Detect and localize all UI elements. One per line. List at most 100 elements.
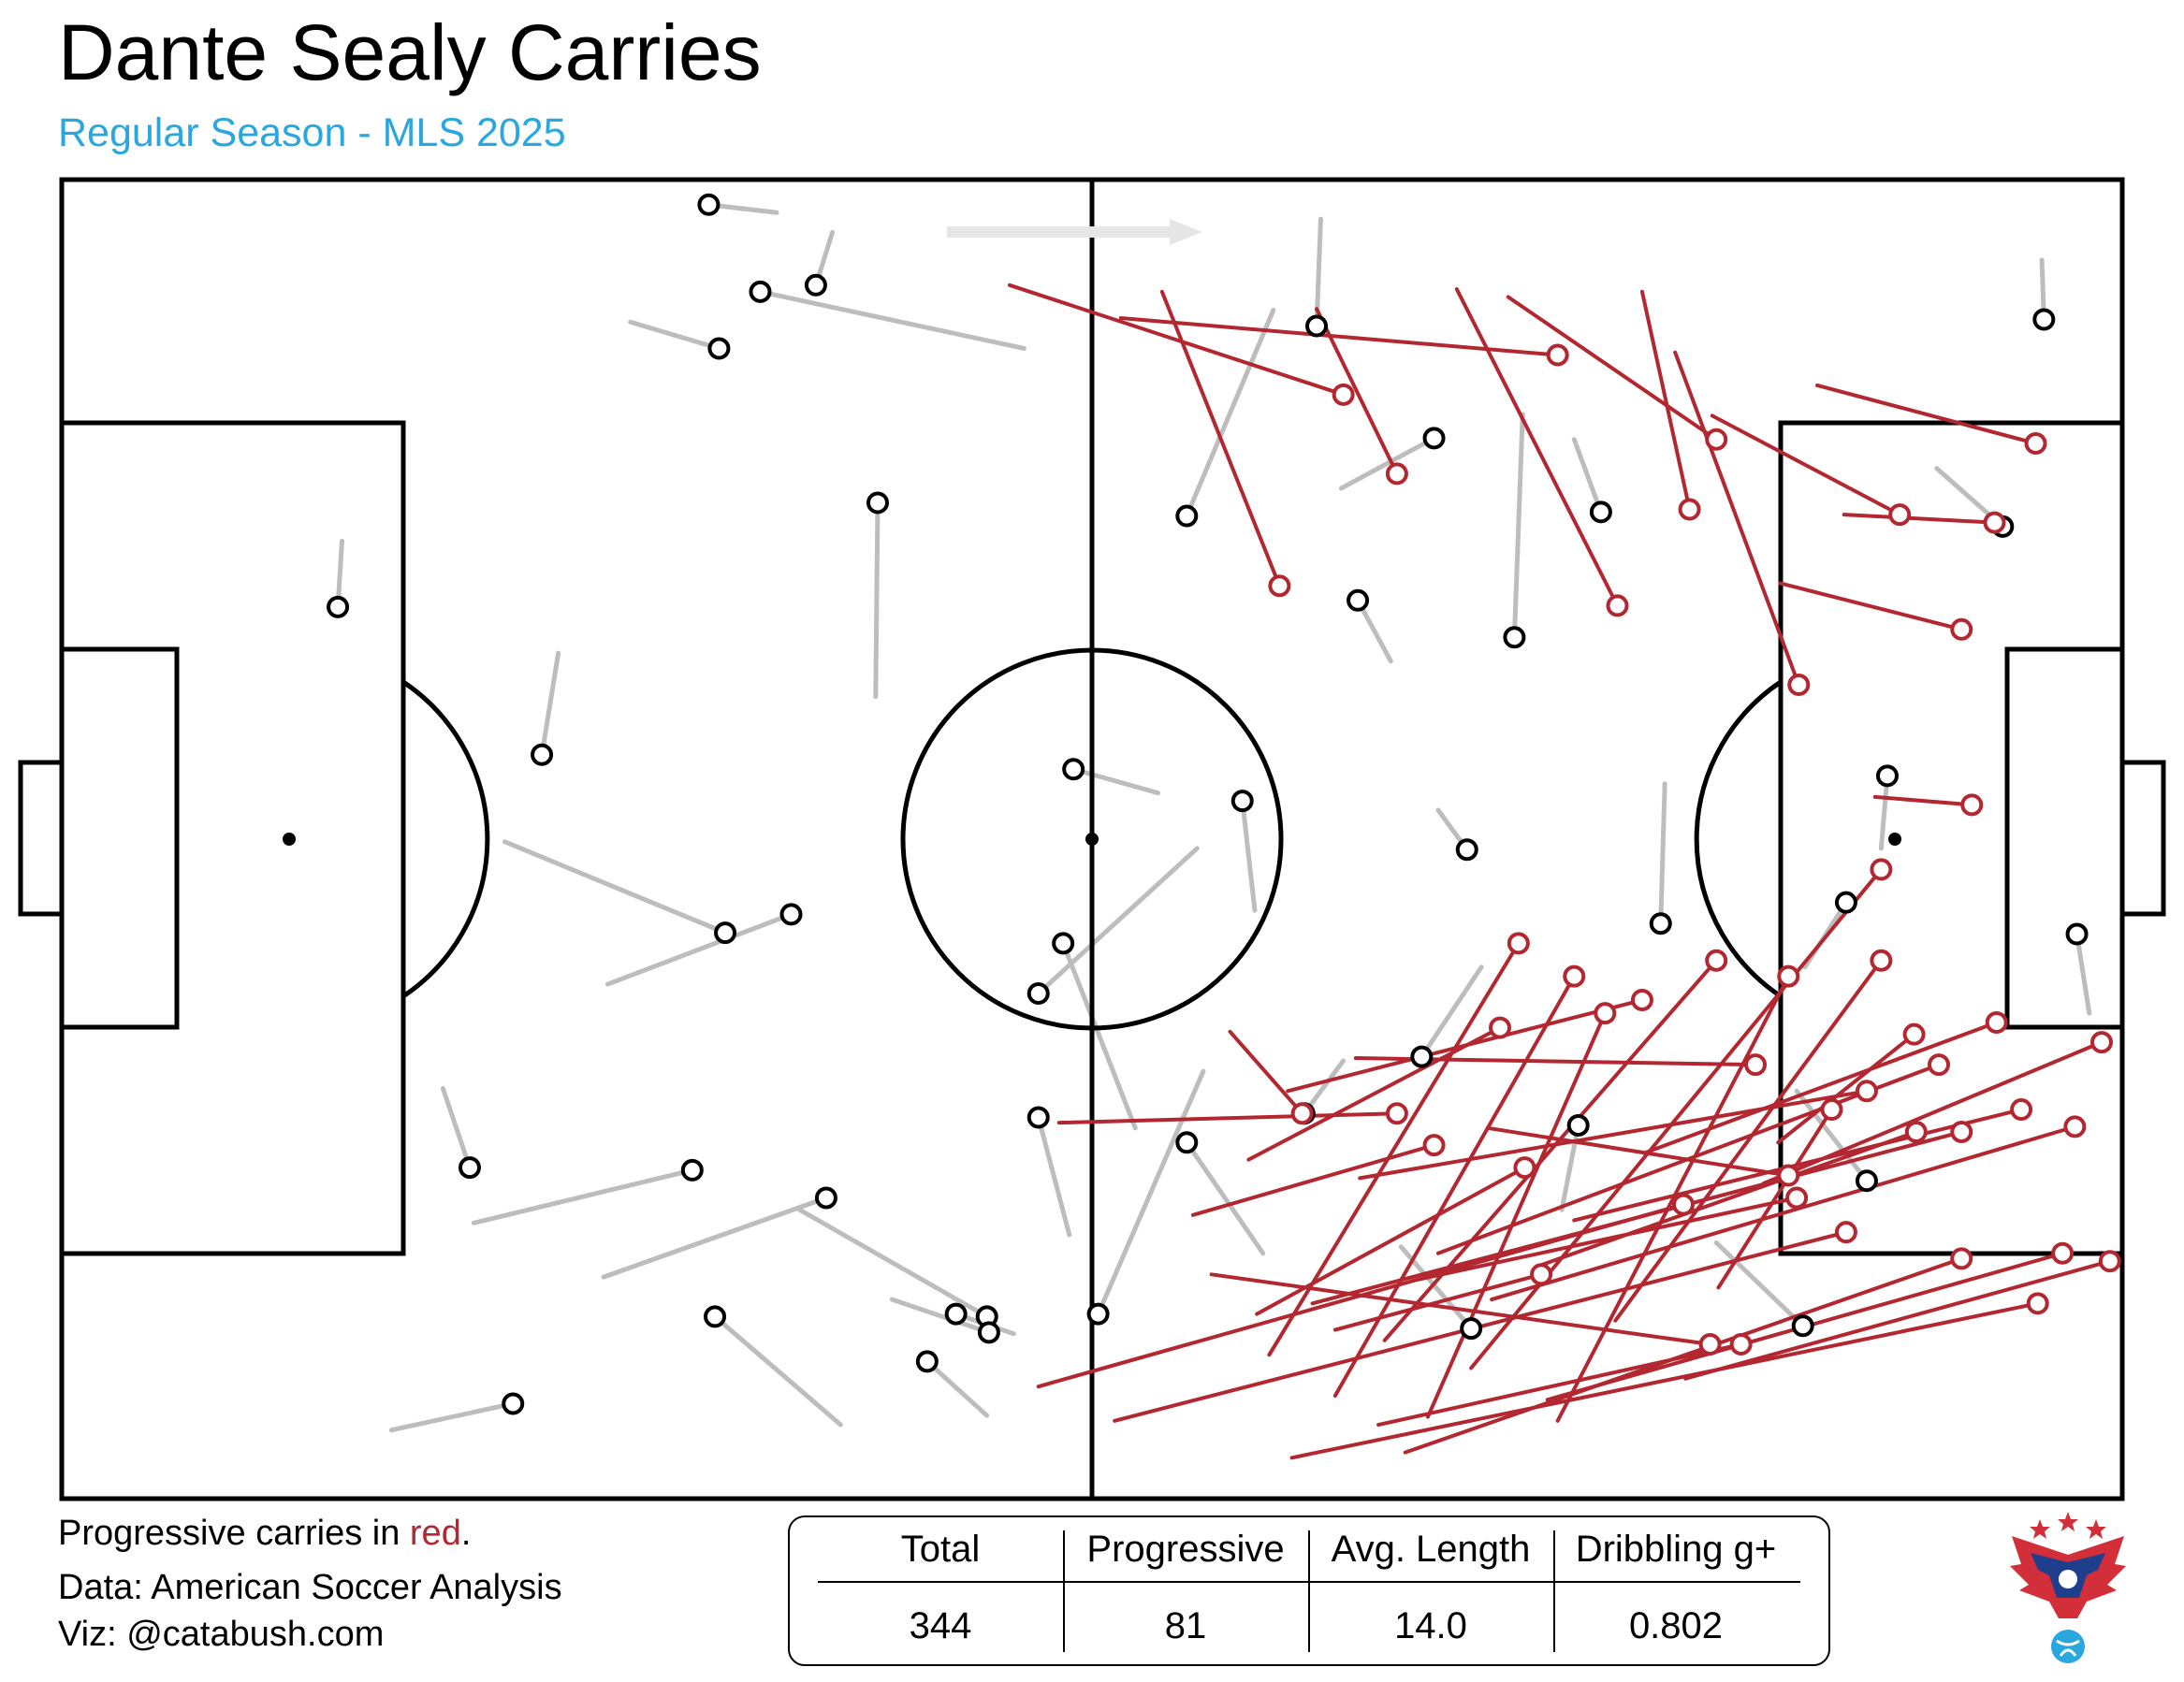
regular-carry-line xyxy=(1658,781,1667,926)
regular-carry-line xyxy=(1878,773,1890,851)
regular-carry-point xyxy=(327,595,350,618)
progressive-carry-point xyxy=(2026,1292,2049,1315)
progressive-carry-point xyxy=(1606,594,1629,617)
regular-carry-point xyxy=(1052,932,1075,955)
regular-carry-point xyxy=(458,1156,481,1180)
progressive-carry-point xyxy=(1950,617,1973,641)
stat-avg-length: Avg. Length 14.0 xyxy=(1308,1529,1553,1647)
progressive-carry-point xyxy=(1513,1156,1536,1180)
regular-carry-point xyxy=(1503,626,1526,649)
progressive-carry-point xyxy=(1777,1164,1800,1187)
left-six-yard-box xyxy=(59,646,180,1030)
regular-carry-line xyxy=(706,202,779,215)
progressive-carry-line xyxy=(1673,350,1801,688)
regular-carry-point xyxy=(502,1392,525,1415)
progressive-carry-line xyxy=(1007,283,1346,397)
stat-progressive: Progressive 81 xyxy=(1063,1529,1308,1647)
progressive-carry-line xyxy=(1710,413,1902,517)
progressive-carry-point xyxy=(1904,1121,1928,1144)
progressive-carry-line xyxy=(1332,1272,1544,1332)
progressive-carry-point xyxy=(1422,1134,1446,1157)
progressive-carry-point xyxy=(1834,1221,1857,1244)
viz-credit: Viz: @catabush.com xyxy=(58,1615,385,1654)
progressive-carry-point xyxy=(1744,1053,1768,1077)
regular-carry-line xyxy=(1571,437,1604,515)
regular-carry-line xyxy=(889,1297,992,1335)
progressive-carry-point xyxy=(2024,432,2047,455)
progressive-carries-layer xyxy=(1007,283,2112,1460)
progressive-carry-line xyxy=(1613,958,1884,1323)
progressive-carry-point xyxy=(1777,964,1800,988)
progressive-carry-point xyxy=(1530,1263,1553,1286)
progressive-carry-point xyxy=(1870,949,1893,972)
regular-carry-line xyxy=(873,500,881,700)
progressive-carry-line xyxy=(1159,289,1282,588)
regular-carry-point xyxy=(680,1158,704,1182)
regular-carry-line xyxy=(1036,1115,1072,1238)
left-goal xyxy=(18,760,65,917)
regular-carry-line xyxy=(471,1167,695,1225)
eagle-logo-icon xyxy=(2010,1512,2126,1663)
progressive-carry-point xyxy=(1888,503,1912,527)
progressive-carry-line xyxy=(1485,1125,1791,1178)
progressive-carry-point xyxy=(2098,1250,2121,1273)
progressive-carry-point xyxy=(1671,1193,1695,1216)
progressive-carry-line xyxy=(1228,1029,1304,1116)
legend-suffix: . xyxy=(460,1514,472,1553)
regular-carry-point xyxy=(707,337,731,360)
progressive-carry-line xyxy=(1332,974,1577,1399)
regular-carry-point xyxy=(1305,314,1329,338)
progressive-carry-line xyxy=(1842,513,1997,525)
regular-carry-point xyxy=(1455,838,1478,862)
progressive-carry-line xyxy=(1415,1196,1799,1282)
regular-carry-line xyxy=(1184,308,1276,519)
regular-carry-line xyxy=(1713,1240,1806,1328)
progressive-carry-line xyxy=(1642,1020,1999,1155)
regular-carry-point xyxy=(977,1321,1000,1344)
regular-carry-point xyxy=(1347,588,1370,612)
regular-carry-line xyxy=(1240,798,1258,913)
progressive-carry-point xyxy=(1698,1333,1722,1356)
attack-direction-arrow xyxy=(947,219,1202,245)
progressive-carry-point xyxy=(1985,1010,2008,1034)
regular-carry-point xyxy=(866,491,889,515)
progressive-carry-line xyxy=(1872,794,1974,807)
progressive-carry-line xyxy=(1535,1130,1918,1269)
progressive-carry-point xyxy=(1870,858,1893,881)
left-penalty-box xyxy=(59,420,406,1256)
legend-text: Progressive carries in red. xyxy=(58,1514,471,1554)
regular-carry-line xyxy=(440,1085,473,1170)
regular-carry-point xyxy=(1422,427,1446,450)
progressive-carry-point xyxy=(1928,1053,1951,1077)
progressive-carry-point xyxy=(1705,949,1728,972)
progressive-carry-point xyxy=(1729,1333,1753,1356)
progressive-carry-line xyxy=(1555,974,1791,1423)
progressive-carry-point xyxy=(1488,1016,1511,1039)
regular-carry-point xyxy=(1026,1106,1050,1129)
progressive-carry-line xyxy=(1376,1342,1743,1428)
regular-carry-line xyxy=(925,1358,990,1418)
progressive-carry-point xyxy=(1785,1186,1809,1210)
regular-carry-point xyxy=(779,903,803,926)
progressive-carry-point xyxy=(1678,498,1701,521)
progressive-carry-line xyxy=(1289,1301,2040,1460)
regular-carry-line xyxy=(712,1313,843,1428)
stat-value: 344 xyxy=(909,1605,972,1646)
progressive-carry-point xyxy=(1960,793,1984,817)
stat-header: Dribbling g+ xyxy=(1575,1529,1777,1570)
regular-carry-point xyxy=(1175,1131,1199,1154)
legend-red-word: red xyxy=(409,1514,461,1553)
regular-carry-point xyxy=(1589,500,1612,524)
progressive-carry-line xyxy=(1315,307,1399,476)
regular-carry-point xyxy=(1175,504,1199,528)
stats-divider xyxy=(1063,1530,1065,1652)
progressive-carry-point xyxy=(2010,1098,2033,1122)
regular-carry-point xyxy=(915,1350,939,1373)
regular-carry-line xyxy=(1355,598,1393,664)
regular-carry-line xyxy=(2075,932,2092,1016)
data-credit: Data: American Soccer Analysis xyxy=(58,1568,562,1607)
progressive-carry-line xyxy=(1425,1011,1608,1419)
regular-carry-point xyxy=(1834,891,1857,914)
progressive-carry-point xyxy=(1705,428,1728,451)
progressive-carry-point xyxy=(1787,674,1811,697)
